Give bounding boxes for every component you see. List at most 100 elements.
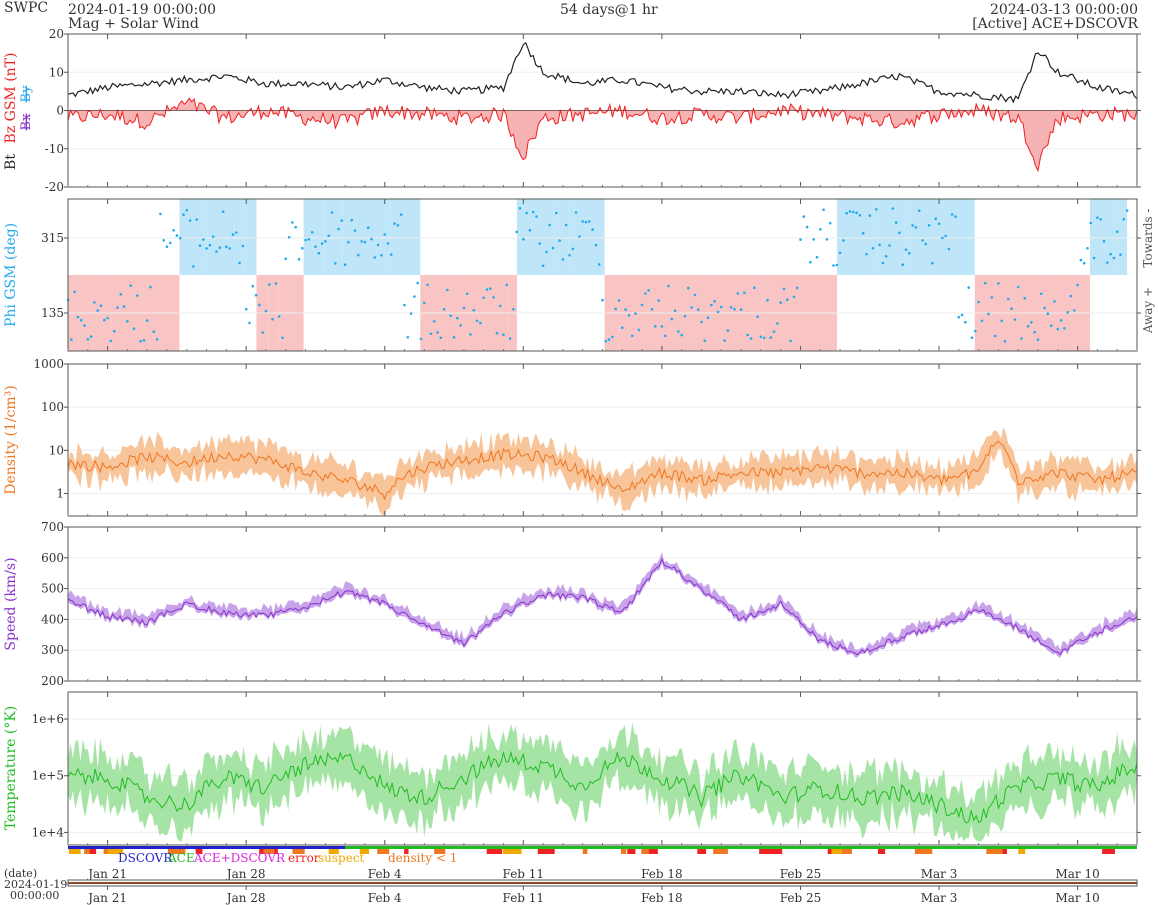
- phi-point: [449, 314, 453, 318]
- phi-point: [1033, 330, 1036, 334]
- phi-point: [878, 243, 881, 247]
- phi-point: [914, 226, 918, 229]
- phi-point: [881, 261, 885, 265]
- phi-point: [96, 309, 99, 312]
- phi-point: [1099, 218, 1102, 221]
- phi-point: [832, 264, 835, 267]
- phi-point: [116, 306, 119, 309]
- phi-point: [650, 308, 654, 311]
- phi-point: [776, 322, 779, 325]
- phi-point: [654, 324, 657, 328]
- phi-point: [1102, 239, 1106, 243]
- phi-point: [73, 290, 76, 294]
- x-tick-label: Jan 28: [225, 867, 266, 881]
- phi-point: [762, 336, 766, 340]
- phi-point: [657, 299, 660, 302]
- status-flag: [914, 849, 933, 854]
- phi-point: [749, 337, 753, 340]
- phi-point: [502, 333, 505, 337]
- phi-point: [954, 215, 957, 218]
- phi-point: [753, 286, 756, 290]
- phi-point: [696, 308, 700, 311]
- phi-point: [426, 283, 429, 287]
- speed-line: [67, 557, 1138, 656]
- phi-point: [248, 321, 251, 325]
- phi-point: [1036, 338, 1040, 342]
- phi-point: [357, 253, 360, 257]
- phi-point: [660, 325, 664, 328]
- phi-point: [340, 219, 344, 222]
- phi-point: [294, 225, 298, 229]
- phi-point: [459, 324, 462, 327]
- status-flag: [582, 849, 588, 854]
- phi-point: [957, 315, 961, 319]
- phi-point: [310, 231, 314, 234]
- phi-point: [442, 307, 446, 311]
- phi-point: [465, 292, 469, 296]
- phi-point: [713, 299, 716, 303]
- phi-point: [482, 296, 486, 300]
- phi-point: [1053, 300, 1056, 303]
- y-tick-label: 135: [41, 306, 64, 320]
- phi-point: [1096, 216, 1099, 219]
- phi-point: [1076, 283, 1079, 287]
- density-range-fill: [68, 427, 1137, 516]
- phi-point: [271, 317, 274, 321]
- phi-point: [766, 298, 769, 302]
- navigator-tick-label: Feb 4: [368, 891, 402, 905]
- phi-point: [165, 245, 169, 248]
- phi-point: [1119, 253, 1122, 256]
- phi-point: [297, 258, 301, 261]
- phi-point: [406, 335, 410, 339]
- phi-point: [485, 288, 489, 291]
- phi-point: [667, 284, 670, 288]
- phi-point: [79, 318, 83, 322]
- phi-point: [419, 337, 423, 341]
- phi-point: [736, 292, 740, 295]
- phi-point: [815, 255, 819, 259]
- phi-point: [330, 211, 334, 214]
- phi-point: [287, 236, 291, 239]
- phi-point: [720, 305, 723, 309]
- phi-point: [1003, 339, 1007, 343]
- phi-point: [551, 246, 555, 250]
- phi-point: [1092, 256, 1096, 260]
- toward-sector-fill: [837, 199, 878, 275]
- phi-point: [647, 289, 650, 292]
- phi-point: [89, 335, 93, 338]
- phi-point: [786, 298, 789, 301]
- phi-point: [244, 307, 248, 311]
- phi-point: [1109, 252, 1112, 256]
- phi-point: [416, 281, 420, 285]
- density-line: [67, 440, 1138, 501]
- phi-point: [225, 245, 228, 248]
- phi-point: [1112, 256, 1116, 260]
- phi-point: [997, 282, 1000, 285]
- phi-point: [1046, 312, 1050, 316]
- toward-sector-fill: [554, 199, 569, 275]
- phi-point: [145, 319, 149, 322]
- status-flag: [359, 849, 370, 854]
- phi-point: [103, 318, 106, 322]
- y-tick-label: 10: [49, 443, 64, 457]
- status-flag: [713, 849, 728, 854]
- phi-point: [436, 331, 439, 334]
- phi-point: [782, 287, 786, 291]
- phi-point: [1066, 311, 1069, 314]
- phi-point: [208, 243, 212, 247]
- phi-point: [274, 282, 278, 285]
- toward-sector-fill: [1126, 199, 1128, 275]
- phi-point: [690, 306, 693, 309]
- phi-point: [314, 245, 317, 248]
- phi-point: [215, 250, 218, 253]
- navigator-tick-label: Feb 11: [503, 891, 545, 905]
- phi-point: [409, 312, 413, 315]
- phi-point: [888, 244, 891, 247]
- navigator-time: 00:00:00: [10, 889, 59, 902]
- toward-sector-fill: [942, 199, 975, 275]
- phi-point: [1010, 307, 1013, 311]
- towards-label: Towards -: [1141, 208, 1155, 267]
- bt-axis-label: Bt: [3, 154, 19, 170]
- phi-point: [917, 209, 921, 212]
